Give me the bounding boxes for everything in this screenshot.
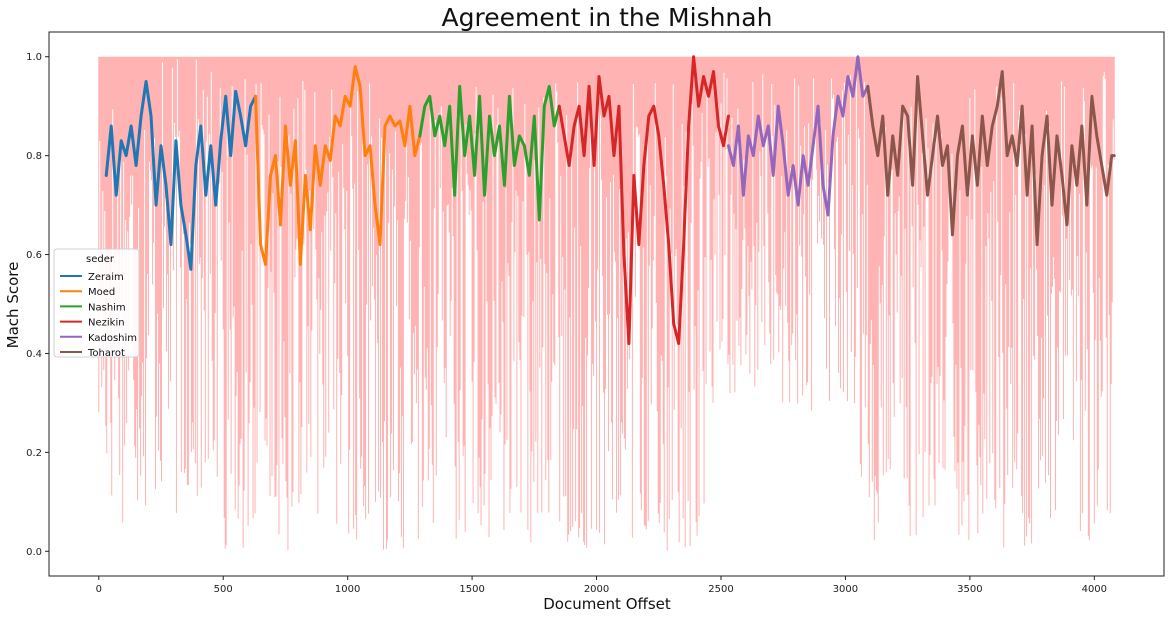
series-line-toharot: [866, 70, 1116, 247]
series-line-kadoshim: [726, 55, 870, 217]
x-axis-title: Document Offset: [543, 595, 671, 613]
axes-layer: [48, 31, 1165, 577]
series-line-zeraim: [104, 79, 258, 271]
x-tick-label: 2000: [584, 584, 609, 595]
legend-label-nezikin: Nezikin: [88, 318, 125, 329]
x-tick-label: 3500: [957, 584, 982, 595]
y-tick-label: 0.4: [26, 349, 42, 360]
legend-label-zeraim: Zeraim: [88, 272, 124, 283]
legend-label-nashim: Nashim: [88, 302, 126, 313]
legend-layer: seder Zeraim Moed Nashim Nezikin Kadoshim Toha…: [53, 248, 140, 359]
x-tick-label: 2500: [708, 584, 733, 595]
y-tick-label: 1.0: [26, 52, 42, 63]
chart-title: Agreement in the Mishnah: [442, 3, 773, 32]
x-tick-label: 500: [214, 584, 233, 595]
y-tick-label: 0.2: [26, 448, 42, 459]
ticks-layer: 0 500 1000 1500 2000 2500 3000 3500 4000 0.0 0.2 0.…: [26, 52, 1107, 595]
y-tick-label: 0.8: [26, 151, 42, 162]
x-tick-label: 4000: [1082, 584, 1107, 595]
x-tick-label: 1500: [459, 584, 484, 595]
legend-label-moed: Moed: [88, 287, 115, 298]
y-tick-label: 0.0: [26, 547, 42, 558]
series-line-nashim: [418, 84, 561, 222]
legend-label-kadoshim: Kadoshim: [88, 333, 137, 344]
x-tick-label: 3000: [833, 584, 858, 595]
x-tick-label: 1000: [335, 584, 360, 595]
y-axis-title: Mach Score: [4, 262, 22, 349]
series-layer: [104, 55, 1116, 346]
series-line-moed: [254, 65, 422, 266]
x-tick-label: 0: [96, 584, 102, 595]
y-tick-label: 0.6: [26, 250, 42, 261]
series-line-nezikin: [557, 55, 730, 346]
legend-title: seder: [86, 254, 115, 265]
legend-label-toharot: Toharot: [87, 348, 125, 359]
plot-frame: [48, 31, 1165, 577]
